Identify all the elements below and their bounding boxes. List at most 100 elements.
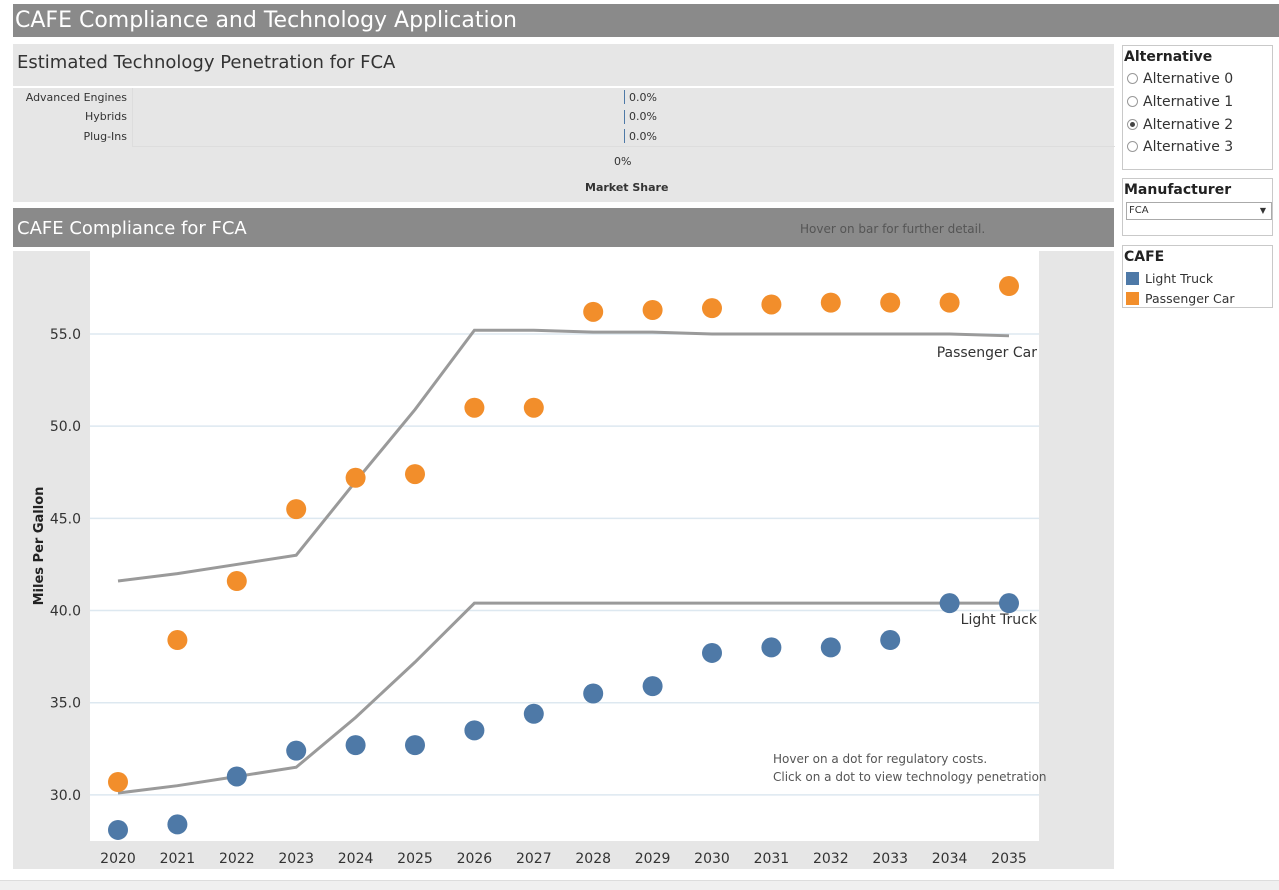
y-tick-label: 55.0 bbox=[50, 327, 81, 343]
x-tick-label: 2032 bbox=[813, 851, 849, 867]
radio-selected-icon[interactable] bbox=[1127, 119, 1138, 130]
alternative-option-label: Alternative 2 bbox=[1143, 117, 1234, 133]
alternative-option-label: Alternative 0 bbox=[1143, 71, 1234, 87]
data-point-passenger-car[interactable] bbox=[345, 467, 366, 488]
tech-bar-hybrids[interactable] bbox=[624, 110, 625, 124]
legend-swatch-passenger-car bbox=[1126, 292, 1139, 305]
data-point-passenger-car[interactable] bbox=[464, 397, 485, 418]
standard-line-label: Passenger Car bbox=[937, 345, 1038, 361]
data-point-passenger-car[interactable] bbox=[880, 292, 901, 313]
compliance-header bbox=[13, 208, 1114, 247]
data-point-passenger-car[interactable] bbox=[405, 464, 425, 485]
manufacturer-select[interactable]: FCA ▼ bbox=[1126, 202, 1272, 220]
data-point-light-truck[interactable] bbox=[880, 630, 901, 651]
data-point-passenger-car[interactable] bbox=[523, 397, 544, 418]
x-tick-label: 2027 bbox=[516, 851, 552, 867]
x-tick-label: 2034 bbox=[932, 851, 968, 867]
data-point-passenger-car[interactable] bbox=[642, 300, 663, 320]
compliance-title: CAFE Compliance for FCA bbox=[17, 218, 247, 239]
tech-axis-label: Market Share bbox=[585, 181, 669, 194]
legend-item-passenger-car[interactable]: Passenger Car bbox=[1126, 291, 1235, 306]
legend-label: Light Truck bbox=[1145, 271, 1214, 286]
x-tick-label: 2022 bbox=[219, 851, 255, 867]
data-point-passenger-car[interactable] bbox=[167, 630, 188, 651]
radio-icon[interactable] bbox=[1127, 73, 1138, 84]
standard-line-light-truck bbox=[117, 601, 1009, 795]
alternative-option-0[interactable]: Alternative 0 bbox=[1127, 71, 1233, 87]
data-point-light-truck[interactable] bbox=[523, 703, 544, 724]
x-tick-label: 2031 bbox=[754, 851, 790, 867]
y-axis-title: Miles Per Gallon bbox=[32, 487, 47, 606]
manufacturer-title: Manufacturer bbox=[1124, 182, 1232, 198]
alternative-option-label: Alternative 3 bbox=[1143, 139, 1234, 155]
standard-line-passenger-car bbox=[117, 328, 1010, 583]
tech-penetration-title: Estimated Technology Penetration for FCA bbox=[17, 52, 396, 73]
tech-value-plug-ins: 0.0% bbox=[629, 130, 657, 143]
tech-penetration-body bbox=[13, 86, 1114, 202]
bottom-scroll-strip bbox=[0, 880, 1279, 890]
radio-icon[interactable] bbox=[1127, 141, 1138, 152]
app-title: CAFE Compliance and Technology Applicati… bbox=[13, 4, 1279, 37]
x-tick-label: 2029 bbox=[635, 851, 671, 867]
data-point-passenger-car[interactable] bbox=[820, 292, 841, 313]
alternative-option-2[interactable]: Alternative 2 bbox=[1127, 117, 1233, 133]
manufacturer-panel: Manufacturer FCA ▼ bbox=[1122, 178, 1273, 236]
legend-item-light-truck[interactable]: Light Truck bbox=[1126, 271, 1213, 286]
alternative-option-label: Alternative 1 bbox=[1143, 94, 1234, 110]
tech-value-hybrids: 0.0% bbox=[629, 110, 657, 123]
y-tick-label: 50.0 bbox=[50, 419, 81, 435]
x-tick-label: 2026 bbox=[457, 851, 493, 867]
data-point-light-truck[interactable] bbox=[999, 593, 1019, 614]
data-point-light-truck[interactable] bbox=[761, 637, 782, 658]
y-tick-label: 45.0 bbox=[50, 511, 81, 527]
data-point-passenger-car[interactable] bbox=[999, 276, 1019, 297]
data-point-passenger-car[interactable] bbox=[702, 298, 722, 319]
dot-hint-line1: Hover on a dot for regulatory costs. bbox=[773, 752, 987, 766]
data-point-light-truck[interactable] bbox=[167, 814, 188, 835]
alternative-title: Alternative bbox=[1124, 49, 1213, 65]
data-point-light-truck[interactable] bbox=[583, 683, 604, 704]
data-point-passenger-car[interactable] bbox=[583, 301, 604, 322]
data-point-light-truck[interactable] bbox=[464, 720, 485, 741]
x-tick-label: 2025 bbox=[397, 851, 433, 867]
tech-row-label-hybrids: Hybrids bbox=[84, 110, 127, 123]
data-point-light-truck[interactable] bbox=[702, 642, 722, 663]
compliance-chart: 30.0 35.0 40.0 45.0 50.0 55.0 2020 2021 2022 2023… bbox=[32, 251, 1047, 867]
data-point-passenger-car[interactable] bbox=[108, 772, 128, 792]
data-point-light-truck[interactable] bbox=[226, 766, 247, 787]
data-point-light-truck[interactable] bbox=[405, 735, 425, 756]
compliance-hover-hint: Hover on bar for further detail. bbox=[800, 222, 986, 236]
plot-area bbox=[90, 251, 1039, 841]
data-point-passenger-car[interactable] bbox=[226, 571, 247, 592]
x-tick-label: 2030 bbox=[694, 851, 730, 867]
cafe-legend-panel: CAFE Light Truck Passenger Car bbox=[1122, 245, 1273, 308]
x-tick-label: 2028 bbox=[575, 851, 611, 867]
tech-row-label-plug-ins: Plug-Ins bbox=[83, 130, 127, 143]
tech-axis-tick: 0% bbox=[614, 155, 632, 168]
x-tick-label: 2021 bbox=[160, 851, 196, 867]
tech-row-label-advanced-engines: Advanced Engines bbox=[25, 91, 127, 104]
x-tick-label: 2033 bbox=[872, 851, 908, 867]
data-point-light-truck[interactable] bbox=[939, 593, 960, 614]
radio-icon[interactable] bbox=[1127, 96, 1138, 107]
data-point-light-truck[interactable] bbox=[642, 676, 663, 697]
x-tick-label: 2024 bbox=[338, 851, 374, 867]
legend-label: Passenger Car bbox=[1145, 291, 1235, 306]
data-point-light-truck[interactable] bbox=[820, 637, 841, 658]
tech-bar-plug-ins[interactable] bbox=[624, 129, 625, 143]
alternative-option-3[interactable]: Alternative 3 bbox=[1127, 139, 1233, 155]
x-tick-label: 2035 bbox=[991, 851, 1027, 867]
chevron-down-icon[interactable]: ▼ bbox=[1259, 206, 1266, 215]
alternative-option-1[interactable]: Alternative 1 bbox=[1127, 94, 1233, 110]
data-point-light-truck[interactable] bbox=[108, 819, 128, 840]
x-tick-label: 2020 bbox=[100, 851, 136, 867]
manufacturer-selected-value: FCA bbox=[1129, 205, 1149, 216]
data-point-light-truck[interactable] bbox=[286, 740, 307, 761]
tech-penetration-plot bbox=[132, 88, 1115, 147]
data-point-passenger-car[interactable] bbox=[286, 499, 307, 520]
data-point-passenger-car[interactable] bbox=[939, 292, 960, 313]
data-point-passenger-car[interactable] bbox=[761, 294, 782, 315]
tech-bar-advanced-engines[interactable] bbox=[624, 90, 625, 104]
data-point-light-truck[interactable] bbox=[345, 735, 366, 756]
alternative-panel: Alternative Alternative 0 Alternative 1 … bbox=[1122, 45, 1273, 170]
